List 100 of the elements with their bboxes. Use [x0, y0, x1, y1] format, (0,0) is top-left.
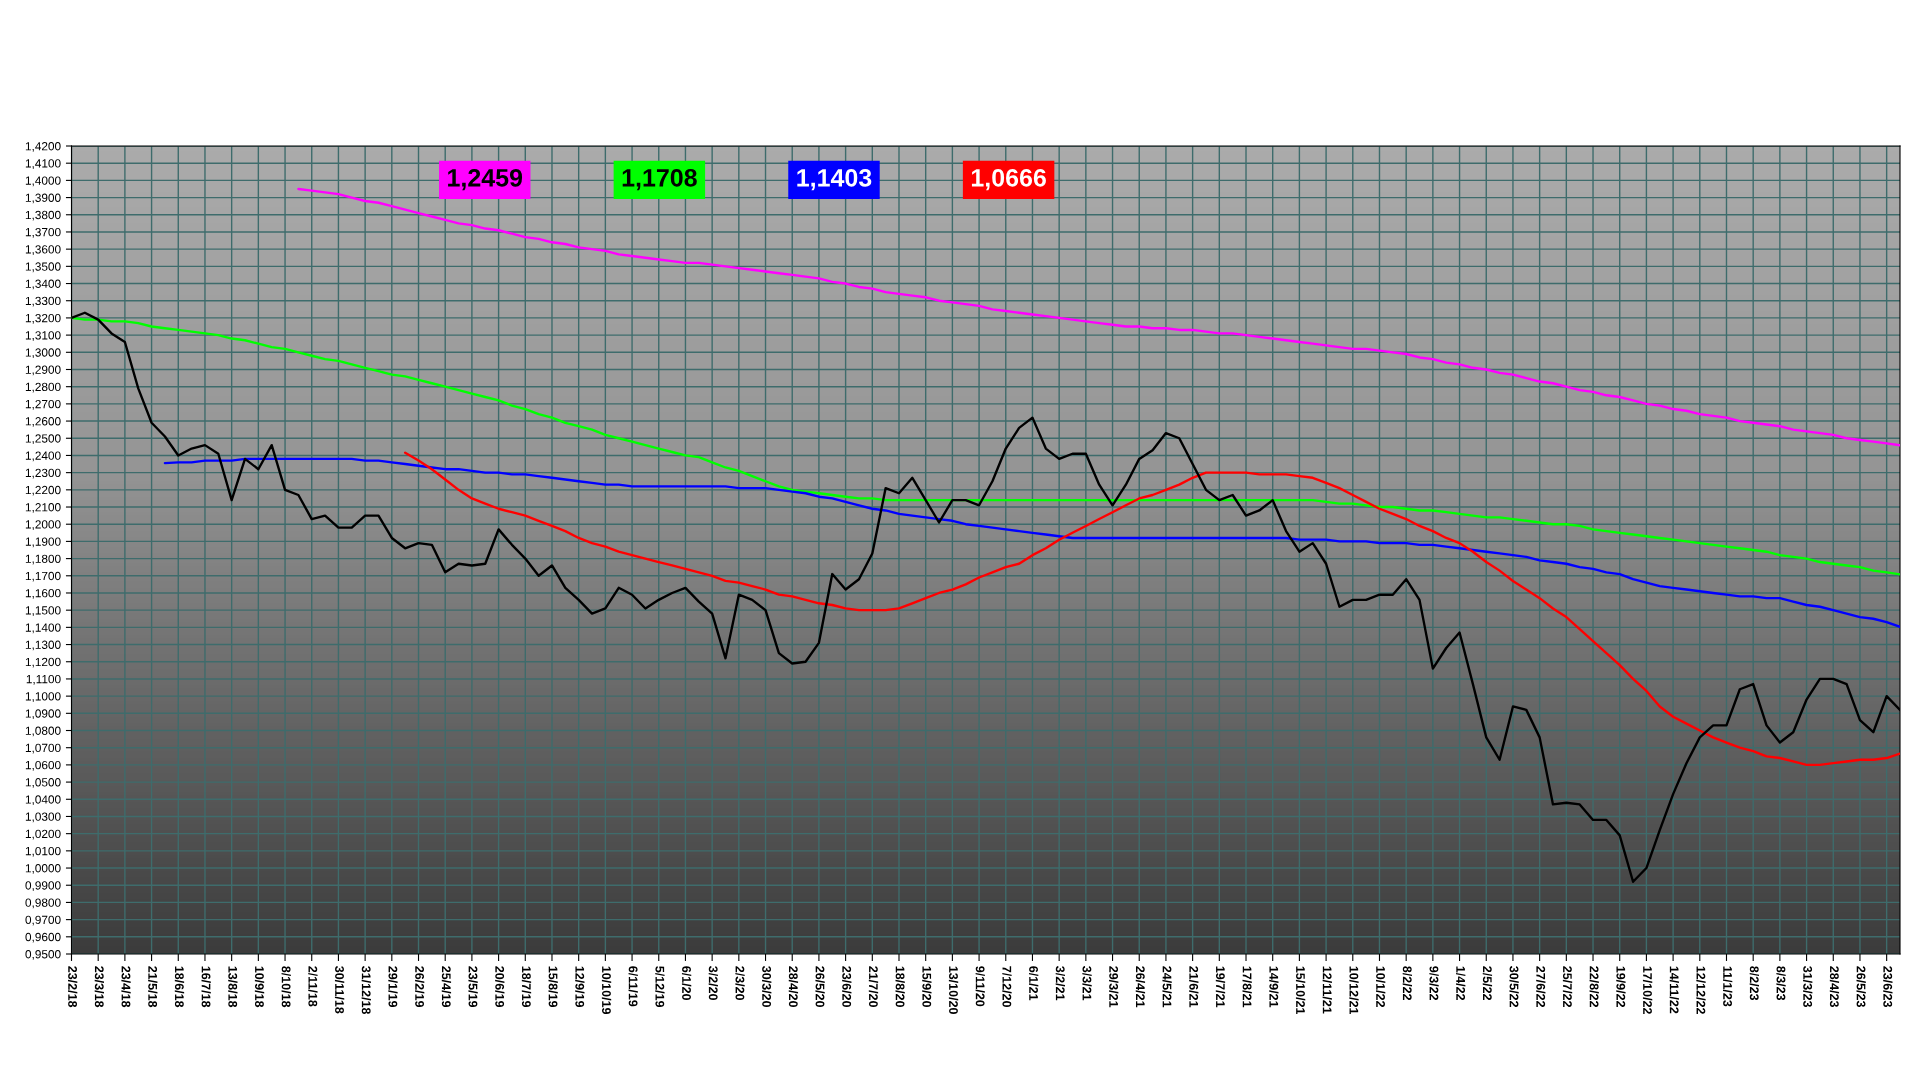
x-tick-label: 23/2/18 — [68, 966, 78, 1008]
line-series — [71, 316, 1900, 576]
y-tick-label: 1,0300 — [25, 812, 61, 823]
x-tick-label: 16/7/18 — [201, 966, 211, 1008]
x-tick-label: 24/5/21 — [1162, 966, 1172, 1008]
x-tick-label: 10/9/18 — [254, 966, 265, 1008]
x-tick-label: 2/3/20 — [735, 966, 745, 1001]
y-tick-label: 1,2500 — [25, 434, 61, 445]
y-tick-label: 1,3400 — [25, 279, 61, 290]
x-tick-label: 10/10/19 — [601, 966, 612, 1014]
y-tick-label: 1,1500 — [25, 606, 61, 616]
y-tick-label: 1,4000 — [25, 176, 61, 187]
x-tick-label: 10/1/22 — [1376, 966, 1386, 1008]
y-tick-label: 1,1800 — [25, 554, 61, 565]
x-tick-label: 3/2/21 — [1055, 966, 1065, 1001]
x-tick-label: 12/9/19 — [575, 966, 585, 1008]
y-tick-label: 1,0400 — [25, 795, 61, 806]
x-tick-label: 20/6/19 — [495, 966, 505, 1008]
x-tick-label: 2/5/22 — [1482, 966, 1493, 1001]
x-tick-label: 26/4/21 — [1135, 966, 1146, 1008]
y-tick-label: 0,9600 — [25, 932, 61, 943]
x-tick-label: 23/5/19 — [468, 966, 478, 1008]
y-tick-label: 1,2900 — [25, 365, 61, 376]
y-tick-label: 1,3300 — [25, 296, 61, 307]
y-tick-label: 1,1600 — [25, 589, 61, 599]
y-tick-label: 1,0700 — [25, 743, 61, 754]
x-tick-label: 2/11/18 — [308, 966, 318, 1007]
y-tick-label: 0,9500 — [25, 950, 61, 960]
x-tick-label: 15/10/21 — [1295, 966, 1306, 1015]
y-tick-label: 1,2100 — [25, 503, 61, 513]
x-tick-label: 26/5/23 — [1856, 966, 1866, 1008]
y-tick-label: 1,0100 — [25, 846, 61, 857]
x-tick-label: 26/2/19 — [415, 966, 425, 1008]
x-tick-label: 28/4/23 — [1829, 966, 1840, 1008]
x-tick-label: 8/2/23 — [1749, 966, 1760, 1001]
x-tick-label: 26/5/20 — [815, 966, 825, 1007]
y-tick-label: 1,4100 — [25, 159, 61, 169]
y-tick-label: 1,1000 — [25, 692, 61, 702]
x-tick-label: 25/4/19 — [441, 966, 452, 1008]
x-tick-label: 11/1/23 — [1723, 966, 1733, 1007]
x-tick-label: 3/3/21 — [1082, 966, 1092, 1001]
x-tick-label: 18/8/20 — [895, 966, 905, 1007]
y-tick-label: 1,3200 — [25, 313, 61, 324]
x-tick-label: 6/1/21 — [1028, 966, 1039, 1001]
annotation: 1,0666 — [971, 168, 1046, 191]
y-tick-label: 1,2400 — [25, 451, 61, 462]
y-tick-label: 1,0500 — [25, 778, 61, 788]
x-tick-label: 30/3/20 — [762, 966, 772, 1007]
x-tick-label: 17/10/22 — [1642, 966, 1653, 1014]
x-tick-label: 13/8/18 — [228, 966, 238, 1008]
x-tick-label: 31/3/23 — [1803, 966, 1813, 1008]
x-tick-label: 9/3/22 — [1429, 966, 1439, 1001]
x-tick-label: 6/11/19 — [628, 966, 638, 1007]
y-tick-label: 1,3700 — [25, 227, 61, 238]
y-tick-label: 0,9700 — [25, 915, 61, 926]
x-tick-label: 23/6/23 — [1883, 966, 1893, 1008]
x-tick-label: 21/5/18 — [148, 966, 158, 1008]
x-tick-label: 31/12/18 — [361, 966, 371, 1015]
x-tick-label: 19/9/22 — [1616, 966, 1626, 1008]
y-tick-label: 1,2800 — [25, 382, 61, 393]
x-tick-label: 19/7/21 — [1215, 966, 1226, 1008]
x-tick-label: 8/10/18 — [281, 966, 291, 1008]
y-tick-label: 1,4200 — [25, 142, 61, 152]
y-tick-label: 1,1900 — [25, 537, 61, 548]
y-tick-label: 1,3800 — [25, 210, 61, 221]
x-tick-label: 29/1/19 — [388, 966, 398, 1008]
x-tick-label: 21/6/21 — [1189, 966, 1199, 1008]
y-tick-label: 1,3000 — [25, 348, 61, 359]
x-tick-label: 15/9/20 — [922, 966, 932, 1007]
y-tick-label: 0,9800 — [25, 898, 61, 909]
x-tick-label: 30/11/18 — [334, 966, 345, 1014]
annotation: 1,2459 — [448, 168, 523, 191]
line-series — [403, 451, 1900, 767]
x-tick-label: 14/9/21 — [1269, 966, 1279, 1008]
y-tick-label: 1,1100 — [26, 674, 61, 685]
x-tick-label: 30/5/22 — [1509, 966, 1519, 1008]
y-tick-label: 1,2600 — [25, 417, 61, 427]
y-tick-label: 1,0000 — [25, 864, 61, 874]
x-tick-label: 3/2/20 — [708, 966, 718, 1001]
x-tick-label: 7/12/20 — [1002, 966, 1012, 1007]
x-tick-label: 1/4/22 — [1456, 966, 1466, 1001]
y-tick-label: 1,0800 — [25, 726, 61, 737]
y-tick-label: 1,3500 — [25, 262, 61, 273]
annotation: 1,1403 — [797, 168, 872, 191]
x-tick-label: 23/4/18 — [121, 966, 131, 1008]
y-tick-label: 1,2000 — [25, 520, 61, 530]
x-tick-label: 22/8/22 — [1589, 966, 1599, 1008]
y-tick-label: 1,0600 — [25, 760, 61, 771]
x-tick-label: 6/1/20 — [681, 966, 692, 1001]
y-tick-label: 1,0200 — [25, 829, 61, 840]
x-tick-label: 8/2/22 — [1402, 966, 1412, 1001]
annotation: 1,1708 — [622, 168, 697, 191]
x-tick-label: 5/12/19 — [655, 966, 665, 1008]
x-tick-label: 28/4/20 — [788, 966, 799, 1007]
x-tick-label: 18/7/19 — [521, 966, 532, 1008]
x-tick-label: 29/3/21 — [1109, 966, 1119, 1008]
y-tick-label: 1,1300 — [25, 640, 61, 651]
x-tick-label: 13/10/20 — [948, 966, 959, 1014]
x-tick-label: 18/6/18 — [174, 966, 185, 1008]
x-tick-label: 17/8/21 — [1242, 966, 1252, 1008]
